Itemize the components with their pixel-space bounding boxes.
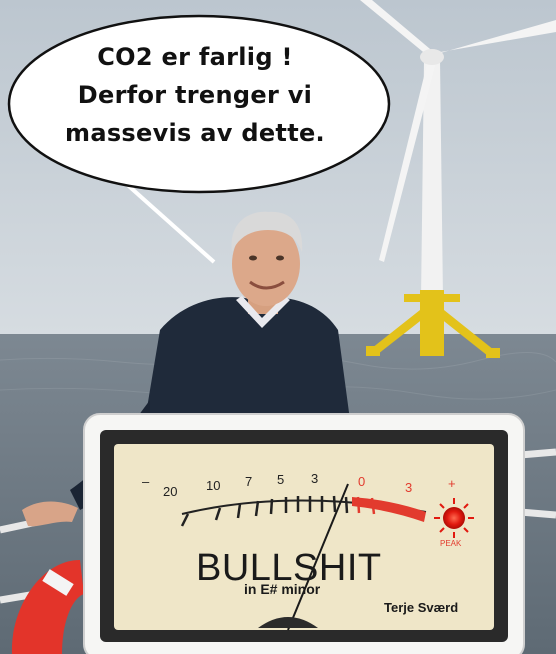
vu-meter: – 20 10 7 5 3 0 3 + PEAK BULLSHIT in E# … (83, 413, 525, 654)
meter-needle (287, 483, 349, 631)
scale-label: 5 (277, 472, 284, 487)
hair (231, 211, 303, 252)
speech-line: Derfor trenger vi (77, 81, 313, 109)
meter-signature: Terje Sværd (384, 600, 458, 615)
meter-brand: BULLSHIT (196, 547, 382, 589)
scale-label: 10 (206, 478, 220, 493)
scale-label: 7 (245, 474, 252, 489)
peak-lamp (443, 507, 465, 529)
life-buoy (11, 560, 84, 654)
scale-label: 20 (163, 484, 177, 499)
scale-label: 0 (358, 474, 365, 489)
meter-sublabel: in E# minor (244, 581, 321, 597)
scale-label: 3 (405, 480, 412, 495)
peak-label: PEAK (440, 539, 462, 548)
speech-line: CO2 er farlig ! (97, 43, 293, 71)
red-zone (352, 497, 426, 522)
scale-label: – (142, 474, 150, 489)
speech-line: massevis av dette. (65, 119, 325, 147)
turbine-floating-base (366, 290, 500, 358)
speech-bubble-text: CO2 er farlig ! Derfor trenger vi massev… (40, 38, 350, 152)
speech-bubble (7, 14, 391, 264)
face (232, 222, 300, 306)
jacket (145, 297, 350, 420)
wind-turbine (360, 0, 556, 358)
scale-label: 3 (311, 471, 318, 486)
scale-ticks (180, 495, 349, 527)
scale-label: + (448, 476, 456, 491)
